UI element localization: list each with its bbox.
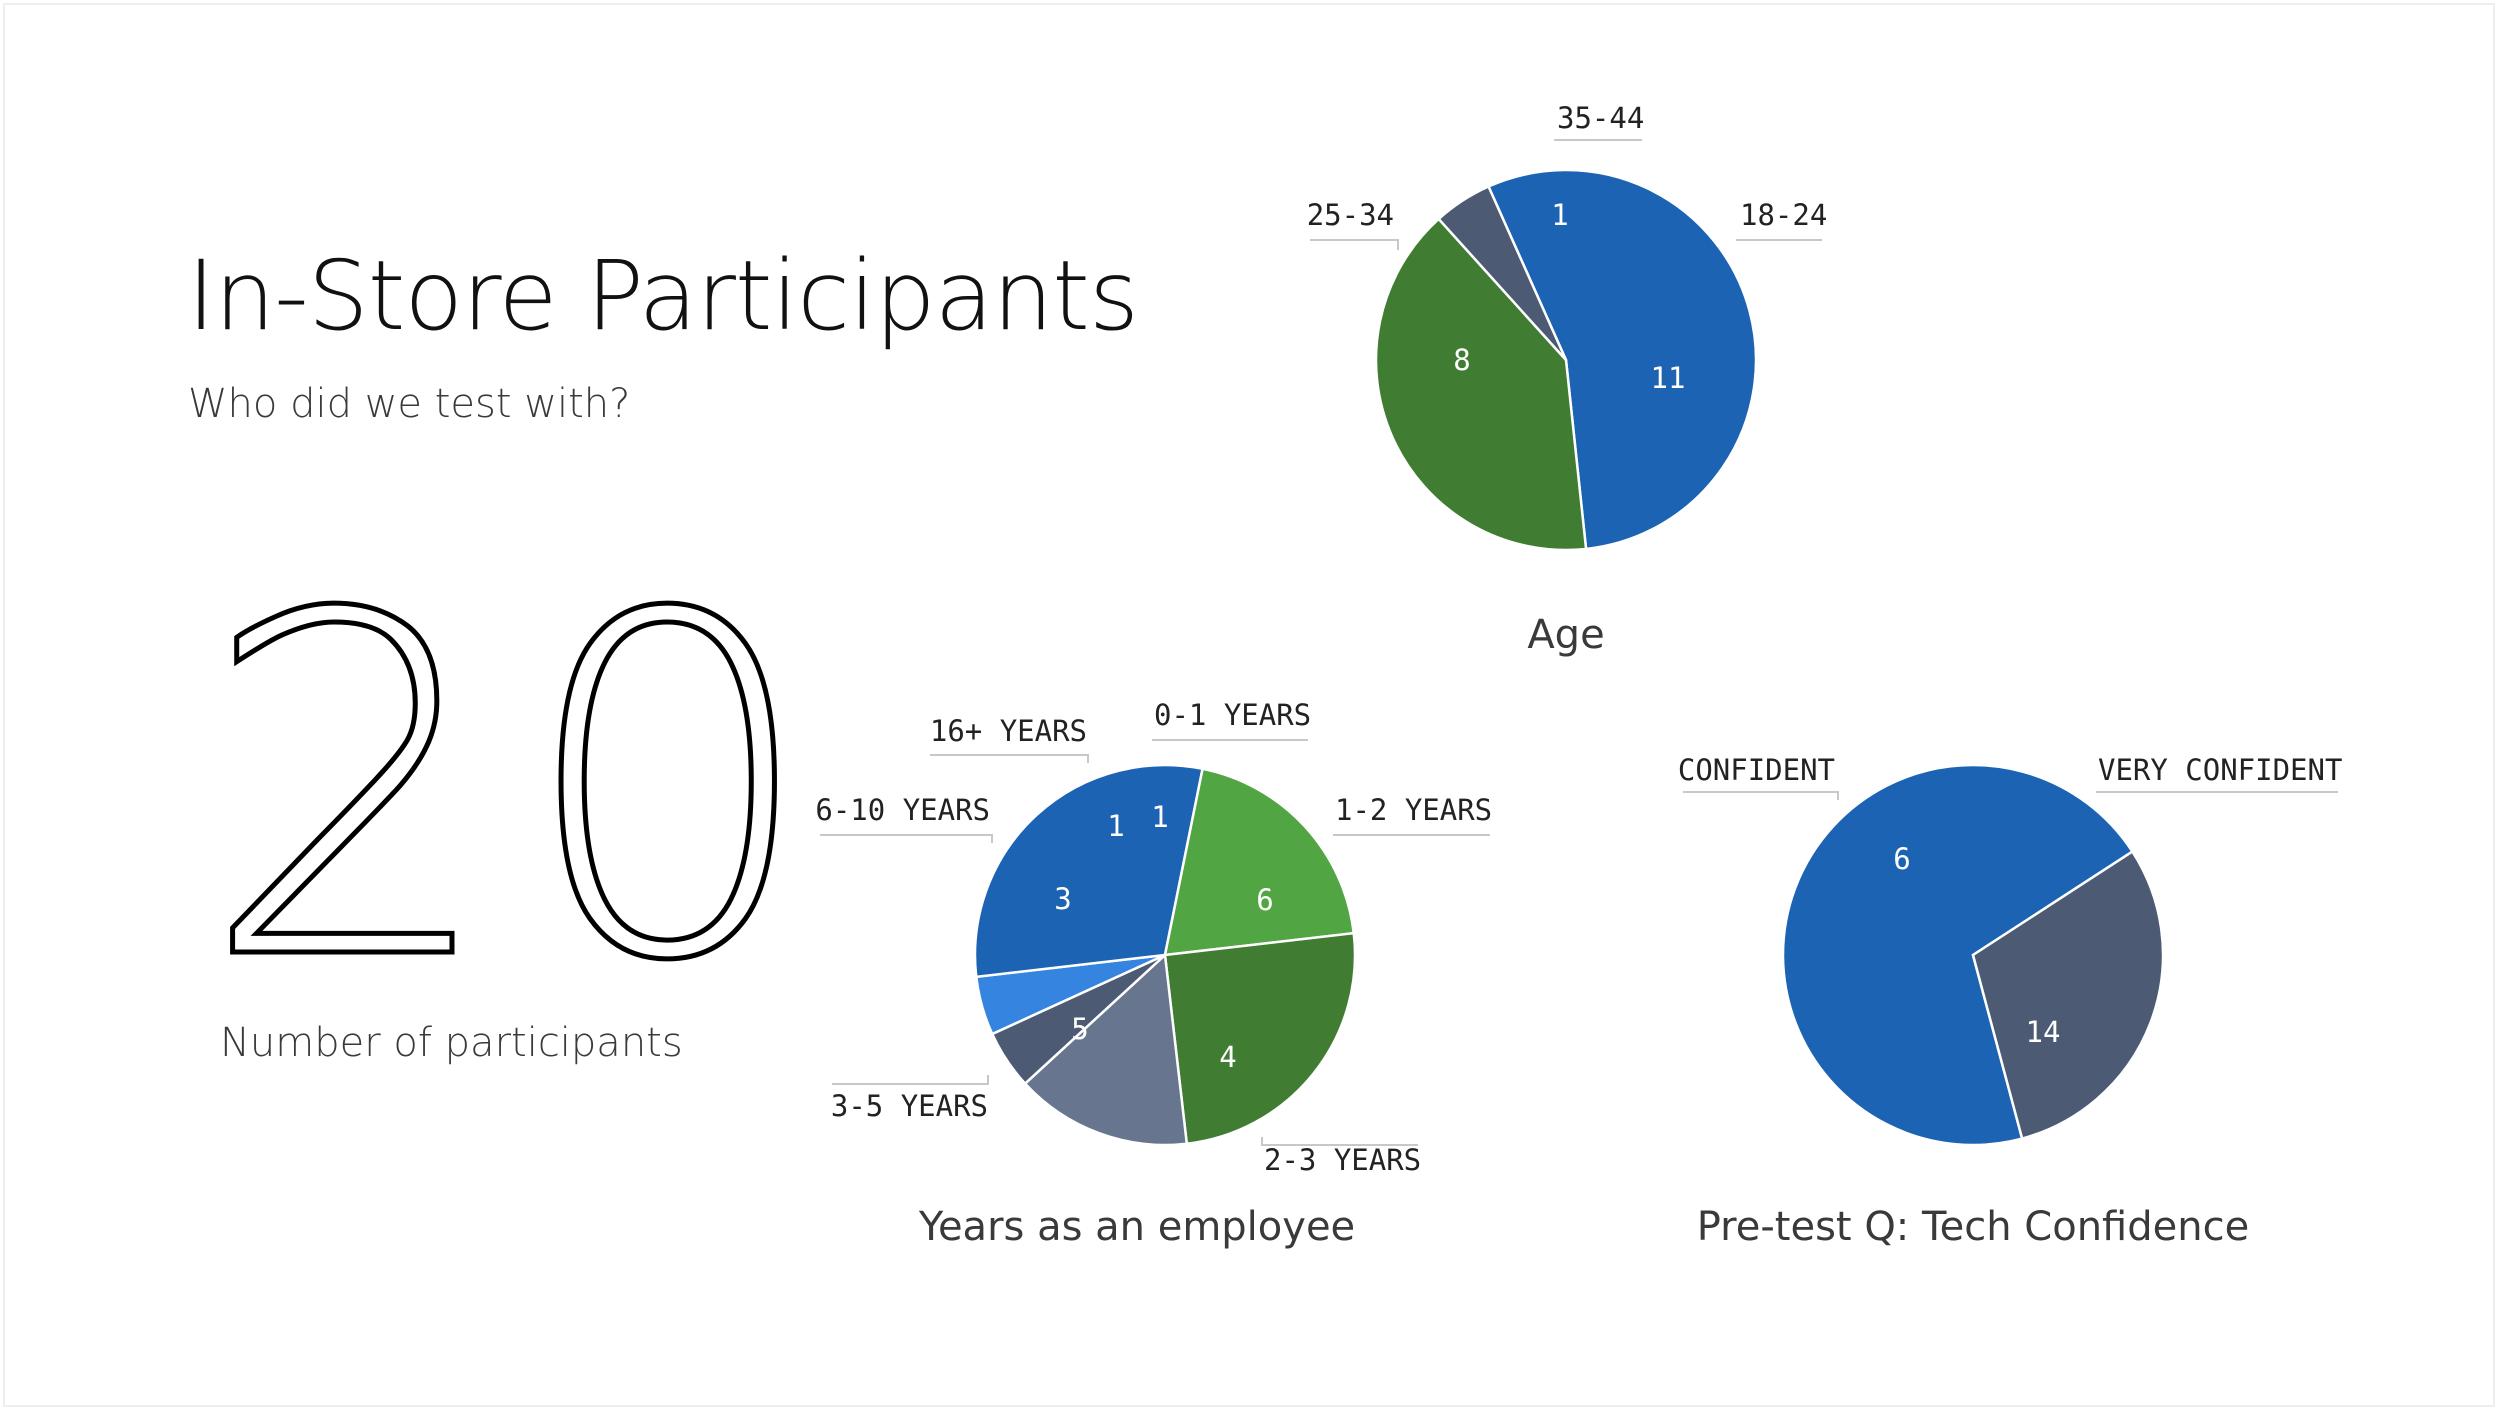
years-category-label-1: 1-2 YEARS [1335,793,1492,827]
years-leader-line-2 [1261,1137,1418,1146]
confidence-chart-title: Pre-test Q: Tech Confidence [1697,1204,2249,1250]
age-value-label-1: 8 [1453,343,1470,377]
confidence-leader-line-1 [1683,791,1839,800]
age-category-label-2: 35-44 [1557,101,1644,135]
participant-count: 20 [197,516,839,1063]
years-leader-line-5 [930,754,1089,763]
age-value-label-2: 1 [1551,198,1568,232]
age-category-label-1: 25-34 [1307,198,1394,232]
confidence-slice-1 [1971,849,2165,1141]
age-slice-2 [1436,184,1568,361]
page-title: In-Store Participants [187,240,1139,352]
years-value-label-0: 1 [1151,800,1168,834]
years-category-label-0: 0-1 YEARS [1154,698,1311,732]
confidence-value-label-1: 6 [1893,842,1910,876]
age-chart-title: Age [1527,612,1604,658]
years-category-label-2: 2-3 YEARS [1264,1143,1421,1177]
participant-count-label: Number of participants [220,1020,683,1066]
age-value-label-0: 11 [1651,361,1686,395]
years-slice-4 [1023,952,1189,1147]
years-leader-line-4 [820,834,993,843]
years-slice-3 [1163,931,1357,1146]
years-value-label-4: 3 [1054,882,1071,916]
page-subtitle: Who did we test with? [188,381,631,427]
years-chart-title: Years as an employee [918,1204,1355,1250]
years-slice-2 [1163,767,1356,957]
years-value-label-2: 4 [1219,1040,1236,1074]
confidence-pie-chart: 14 VERY CONFIDENT 6 CONFIDENT Pre-test Q: Te… [1678,753,2343,1250]
years-value-label-5: 1 [1107,809,1124,843]
years-category-label-3: 3-5 YEARS [831,1089,988,1123]
years-category-label-5: 16+ YEARS [930,714,1087,748]
age-category-label-0: 18-24 [1740,198,1827,232]
confidence-category-label-0: VERY CONFIDENT [2098,753,2342,787]
age-slice-1 [1374,217,1588,552]
years-value-label-1: 6 [1256,883,1273,917]
years-pie-chart: 1 0-1 YEARS 6 1-2 YEARS 4 2-3 YEARS 5 3-5 YEARS… [815,698,1492,1250]
age-leader-line-1 [1310,239,1399,250]
confidence-category-label-1: CONFIDENT [1678,753,1835,787]
years-leader-line-3 [832,1075,989,1085]
slide [3,3,2495,1407]
years-slice-1 [973,763,1205,979]
age-slice-0 [1486,168,1758,551]
years-slice-5 [990,953,1166,1086]
age-pie-chart: 11 18-24 8 25-34 1 35-44 Age [1307,101,1828,658]
confidence-value-label-0: 14 [2026,1015,2061,1049]
years-value-label-3: 5 [1071,1012,1088,1046]
confidence-slice-0 [1781,763,2135,1147]
years-category-label-4: 6-10 YEARS [815,793,990,827]
